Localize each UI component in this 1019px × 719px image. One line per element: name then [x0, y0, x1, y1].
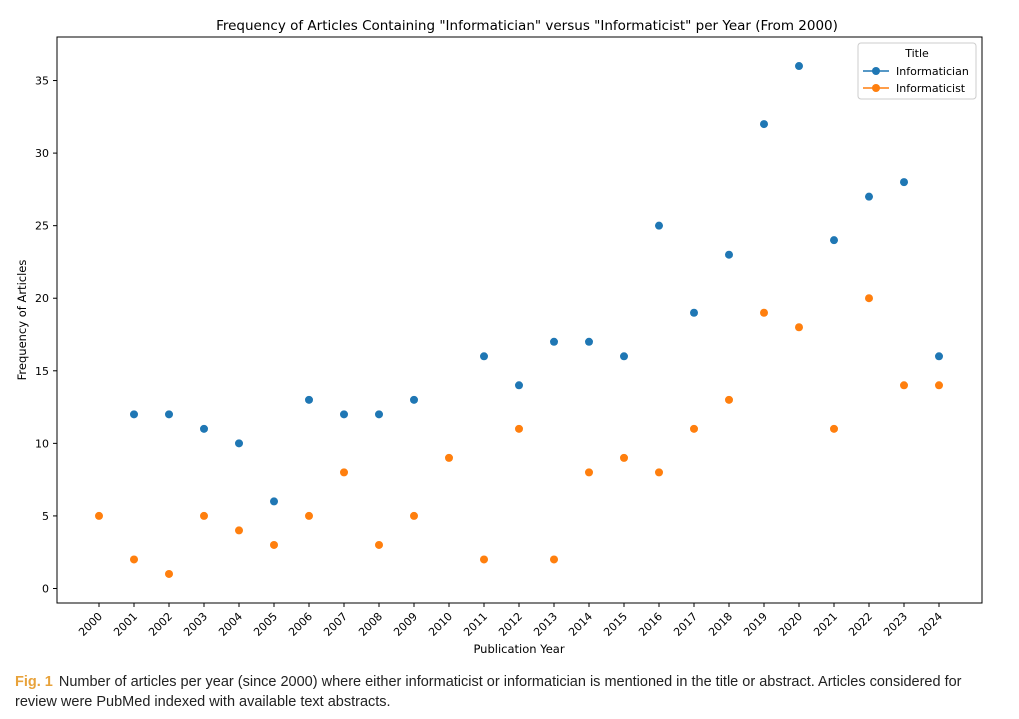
point-informaticist — [410, 511, 418, 520]
x-tick-label: 2013 — [531, 610, 560, 639]
x-tick-label: 2016 — [636, 610, 665, 639]
x-tick-label: 2018 — [706, 610, 735, 639]
point-informaticist — [865, 294, 873, 303]
x-tick-label: 2019 — [741, 610, 770, 639]
legend-marker-informaticist — [872, 84, 880, 92]
legend-marker-informatician — [872, 67, 880, 75]
x-tick-label: 2008 — [356, 610, 385, 639]
point-informatician — [760, 120, 768, 129]
point-informaticist — [830, 424, 838, 433]
x-axis: 2000 2001 2002 2003 2004 2005 2006 2007 2008 2009… — [76, 603, 945, 639]
point-informaticist — [375, 540, 383, 549]
x-tick-label: 2002 — [146, 610, 175, 639]
y-tick-label: 30 — [35, 147, 49, 160]
x-tick-label: 2004 — [216, 610, 245, 639]
point-informatician — [830, 236, 838, 245]
point-informatician — [550, 337, 558, 346]
x-tick-label: 2011 — [461, 610, 490, 639]
x-tick-label: 2014 — [566, 610, 595, 639]
y-tick-label: 0 — [42, 582, 49, 595]
point-informaticist — [340, 468, 348, 477]
point-informatician — [515, 381, 523, 390]
legend-label-informatician: Informatician — [896, 65, 969, 78]
x-tick-label: 2009 — [391, 610, 420, 639]
y-tick-label: 20 — [35, 292, 49, 305]
point-informaticist — [655, 468, 663, 477]
y-axis-label: Frequency of Articles — [15, 260, 29, 381]
point-informatician — [585, 337, 593, 346]
x-tick-label: 2017 — [671, 610, 700, 639]
y-axis: 0 5 10 15 20 25 30 35 — [35, 75, 57, 595]
point-informaticist — [795, 323, 803, 332]
figure-label: Fig. 1 — [15, 674, 53, 690]
caption-text: Number of articles per year (since 2000)… — [15, 674, 962, 710]
point-informaticist — [515, 424, 523, 433]
y-tick-label: 25 — [35, 220, 49, 233]
point-informatician — [655, 221, 663, 230]
x-tick-label: 2010 — [426, 610, 455, 639]
point-informaticist — [620, 453, 628, 462]
point-informaticist — [935, 381, 943, 390]
point-informaticist — [585, 468, 593, 477]
y-tick-label: 10 — [35, 437, 49, 450]
scatter-chart: Frequency of Articles Containing "Inform… — [15, 18, 983, 656]
x-tick-label: 2012 — [496, 610, 525, 639]
y-tick-label: 15 — [35, 365, 49, 378]
x-tick-label: 2024 — [916, 610, 945, 639]
point-informaticist — [480, 555, 488, 564]
x-tick-label: 2007 — [321, 610, 350, 639]
point-informaticist — [725, 395, 733, 404]
point-informaticist — [445, 453, 453, 462]
point-informatician — [165, 410, 173, 419]
point-informaticist — [550, 555, 558, 564]
point-informatician — [690, 308, 698, 317]
x-tick-label: 2003 — [181, 610, 210, 639]
x-tick-label: 2015 — [601, 610, 630, 639]
legend-label-informaticist: Informaticist — [896, 82, 966, 95]
point-informatician — [340, 410, 348, 419]
x-tick-label: 2006 — [286, 610, 315, 639]
point-informaticist — [305, 511, 313, 520]
x-tick-label: 2021 — [811, 610, 840, 639]
point-informatician — [620, 352, 628, 361]
x-tick-label: 2000 — [76, 610, 105, 639]
point-informaticist — [200, 511, 208, 520]
point-informatician — [935, 352, 943, 361]
y-tick-label: 35 — [35, 75, 49, 88]
point-informatician — [900, 178, 908, 187]
x-tick-label: 2020 — [776, 610, 805, 639]
x-axis-label: Publication Year — [473, 642, 564, 656]
point-informatician — [305, 395, 313, 404]
point-informaticist — [900, 381, 908, 390]
point-informaticist — [130, 555, 138, 564]
point-informatician — [725, 250, 733, 259]
legend-title: Title — [904, 47, 929, 60]
point-informaticist — [95, 511, 103, 520]
legend-box — [857, 42, 977, 100]
x-tick-label: 2022 — [846, 610, 875, 639]
point-informatician — [865, 192, 873, 201]
point-informatician — [235, 439, 243, 448]
x-tick-label: 2005 — [251, 610, 280, 639]
point-informatician — [480, 352, 488, 361]
point-informatician — [375, 410, 383, 419]
point-informatician — [200, 424, 208, 433]
plot-frame — [56, 36, 983, 604]
x-tick-label: 2023 — [881, 610, 910, 639]
point-informaticist — [690, 424, 698, 433]
figure-caption: Fig. 1 Number of articles per year (since… — [15, 672, 1005, 712]
point-informatician — [410, 395, 418, 404]
point-informaticist — [760, 308, 768, 317]
chart-title: Frequency of Articles Containing "Inform… — [216, 18, 838, 34]
point-informatician — [130, 410, 138, 419]
point-informaticist — [235, 526, 243, 535]
x-tick-label: 2001 — [111, 610, 140, 639]
point-informaticist — [270, 540, 278, 549]
y-tick-label: 5 — [42, 510, 49, 523]
point-informatician — [270, 497, 278, 506]
point-informaticist — [165, 569, 173, 578]
data-points — [95, 62, 943, 578]
point-informatician — [795, 62, 803, 71]
legend: Title Informatician Informaticist — [857, 42, 977, 100]
